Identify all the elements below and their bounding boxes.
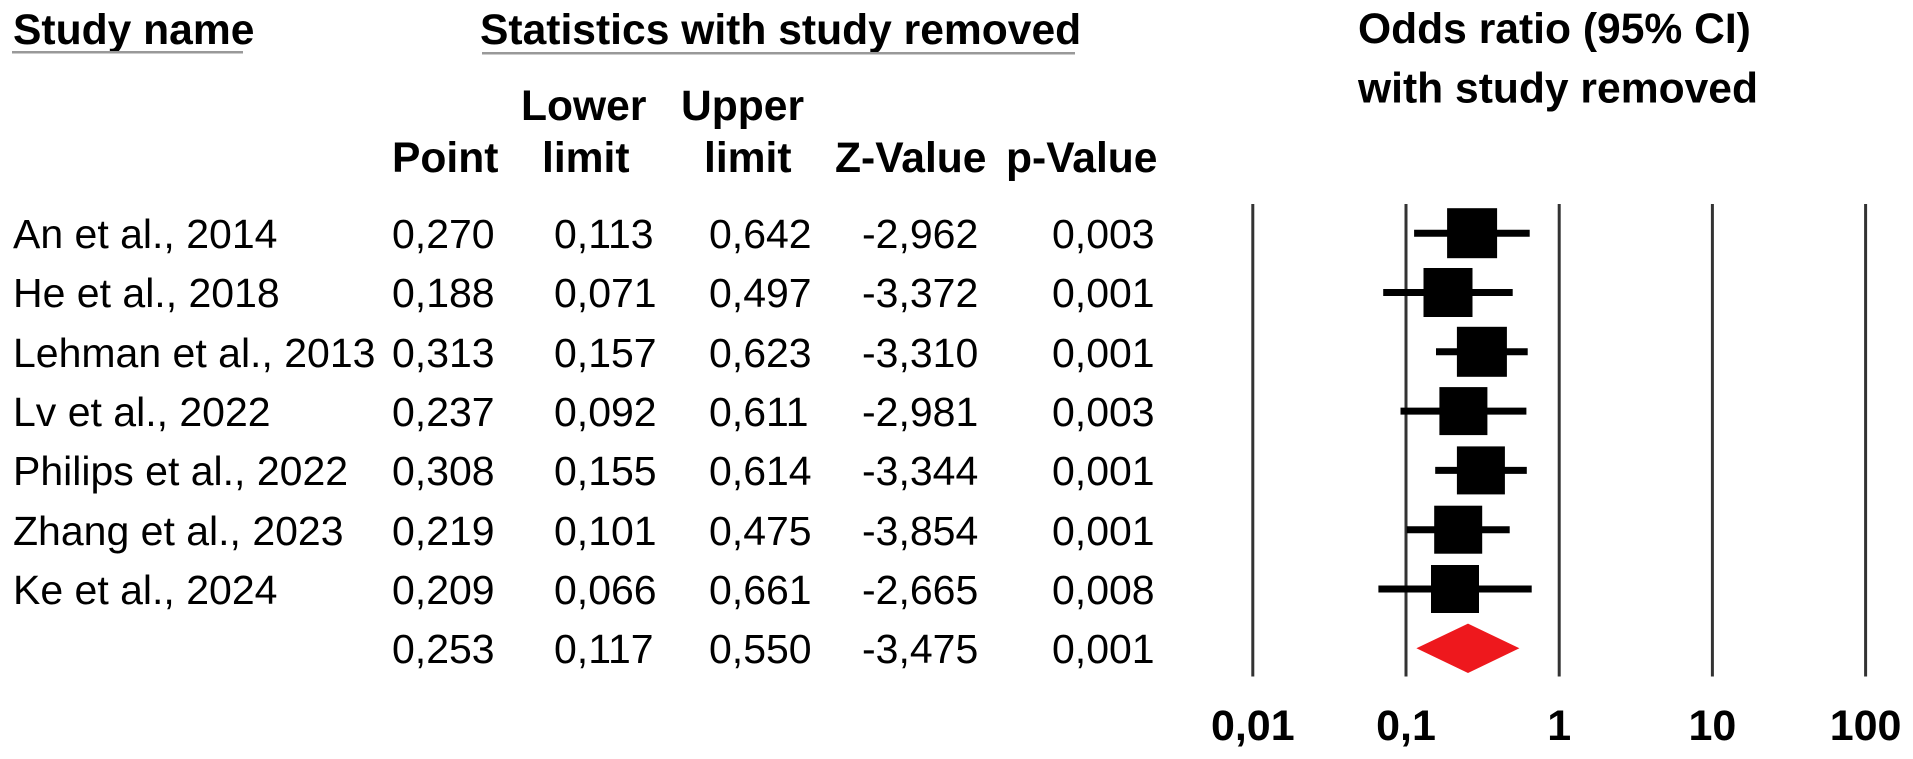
svg-text:0,001: 0,001 [1052, 448, 1155, 494]
svg-text:0,308: 0,308 [392, 448, 495, 494]
svg-text:0,003: 0,003 [1052, 211, 1155, 257]
svg-text:Point: Point [392, 134, 498, 182]
svg-text:He et al., 2018: He et al., 2018 [13, 270, 280, 316]
svg-text:0,003: 0,003 [1052, 389, 1155, 435]
svg-text:-2,665: -2,665 [862, 567, 978, 613]
svg-text:0,001: 0,001 [1052, 270, 1155, 316]
svg-text:0,1: 0,1 [1376, 702, 1436, 750]
svg-text:limit: limit [704, 134, 792, 182]
svg-text:-3,372: -3,372 [862, 270, 978, 316]
svg-text:p-Value: p-Value [1006, 134, 1158, 182]
svg-text:0,001: 0,001 [1052, 626, 1155, 672]
svg-text:limit: limit [542, 134, 630, 182]
svg-text:0,623: 0,623 [709, 330, 812, 376]
svg-text:0,155: 0,155 [554, 448, 657, 494]
svg-text:0,01: 0,01 [1211, 702, 1295, 750]
svg-text:0,270: 0,270 [392, 211, 495, 257]
svg-text:0,550: 0,550 [709, 626, 812, 672]
svg-text:Lower: Lower [521, 82, 646, 130]
svg-text:-3,475: -3,475 [862, 626, 978, 672]
svg-text:0,614: 0,614 [709, 448, 812, 494]
svg-text:Philips et al., 2022: Philips et al., 2022 [13, 448, 348, 494]
svg-text:0,237: 0,237 [392, 389, 495, 435]
svg-text:Upper: Upper [681, 82, 804, 130]
svg-text:-3,310: -3,310 [862, 330, 978, 376]
svg-text:0,157: 0,157 [554, 330, 657, 376]
svg-text:10: 10 [1688, 702, 1736, 750]
svg-text:1: 1 [1547, 702, 1571, 750]
svg-text:0,001: 0,001 [1052, 508, 1155, 554]
svg-text:0,101: 0,101 [554, 508, 657, 554]
svg-text:0,092: 0,092 [554, 389, 657, 435]
svg-text:with study removed: with study removed [1357, 65, 1758, 113]
svg-text:0,113: 0,113 [554, 211, 654, 257]
svg-text:An et al., 2014: An et al., 2014 [13, 211, 277, 257]
svg-text:Zhang et al., 2023: Zhang et al., 2023 [13, 508, 344, 554]
svg-text:0,497: 0,497 [709, 270, 812, 316]
svg-text:0,611: 0,611 [709, 389, 809, 435]
svg-text:0,066: 0,066 [554, 567, 657, 613]
svg-text:Lv et al., 2022: Lv et al., 2022 [13, 389, 271, 435]
svg-text:100: 100 [1830, 702, 1902, 750]
svg-text:0,313: 0,313 [392, 330, 495, 376]
svg-text:Odds ratio (95% CI): Odds ratio (95% CI) [1358, 5, 1751, 53]
svg-text:-2,962: -2,962 [862, 211, 978, 257]
svg-text:-3,344: -3,344 [862, 448, 978, 494]
svg-text:0,188: 0,188 [392, 270, 495, 316]
svg-text:0,117: 0,117 [554, 626, 654, 672]
svg-text:0,209: 0,209 [392, 567, 495, 613]
svg-text:Study name: Study name [13, 6, 254, 54]
svg-text:-3,854: -3,854 [862, 508, 978, 554]
svg-text:Ke et al., 2024: Ke et al., 2024 [13, 567, 277, 613]
svg-text:Lehman et al., 2013: Lehman et al., 2013 [13, 330, 375, 376]
svg-text:0,475: 0,475 [709, 508, 812, 554]
svg-text:Z-Value: Z-Value [835, 134, 987, 182]
svg-text:0,219: 0,219 [392, 508, 495, 554]
svg-text:0,071: 0,071 [554, 270, 657, 316]
svg-text:-2,981: -2,981 [862, 389, 978, 435]
svg-text:0,642: 0,642 [709, 211, 812, 257]
svg-text:0,661: 0,661 [709, 567, 812, 613]
svg-text:0,253: 0,253 [392, 626, 495, 672]
svg-text:0,001: 0,001 [1052, 330, 1155, 376]
svg-text:0,008: 0,008 [1052, 567, 1155, 613]
svg-text:Statistics with study removed: Statistics with study removed [480, 6, 1081, 54]
